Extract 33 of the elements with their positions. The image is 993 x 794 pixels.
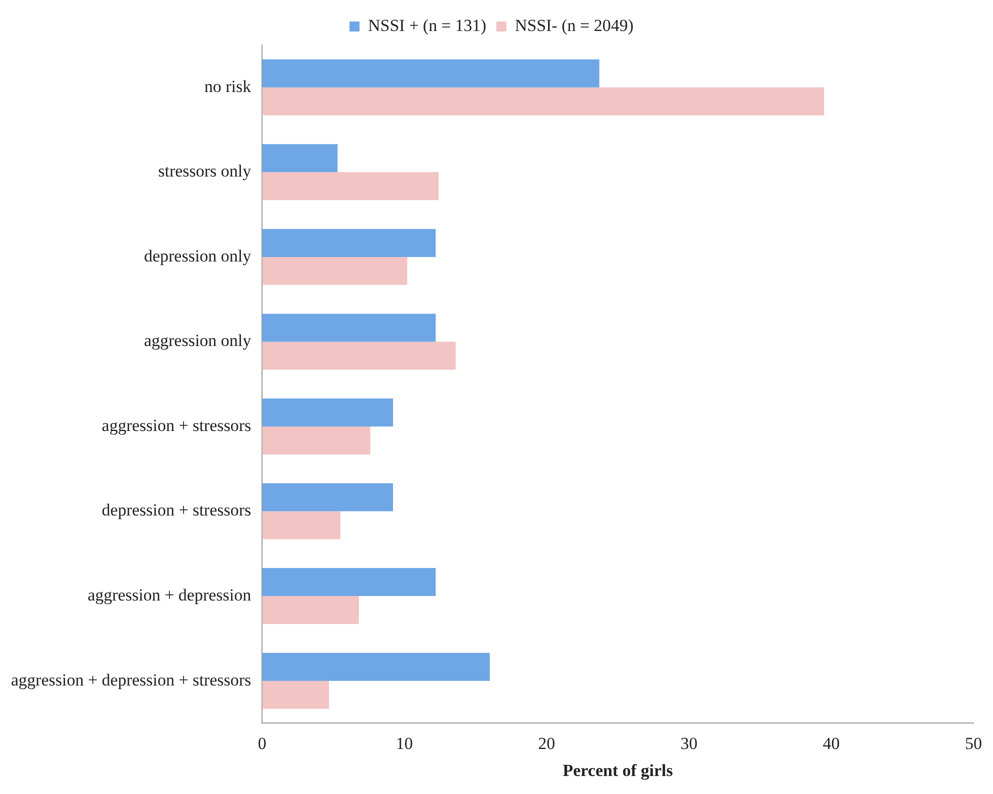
bar: [262, 596, 359, 624]
bar: [262, 87, 824, 116]
x-tick-label: 40: [822, 734, 840, 753]
y-tick-label: stressors only: [158, 162, 252, 181]
legend-label: NSSI- (n = 2049): [514, 16, 634, 35]
bar: [262, 256, 408, 285]
bar: [262, 426, 370, 454]
bar: [262, 172, 439, 200]
x-tick-label: 30: [680, 734, 698, 753]
y-tick-label: depression only: [144, 246, 252, 266]
x-tick-label: 50: [965, 734, 982, 753]
x-tick-label: 20: [538, 734, 556, 753]
bar: [262, 144, 338, 172]
bar: [262, 483, 394, 512]
legend-label: NSSI + (n = 131): [368, 16, 486, 35]
x-axis-title: Percent of girls: [562, 761, 674, 780]
bar: [262, 511, 340, 540]
bar: [262, 314, 436, 342]
y-tick-label: depression + stressors: [102, 500, 252, 520]
y-tick-label: aggression + depression + stressors: [10, 670, 252, 690]
x-tick-label: 0: [258, 734, 266, 753]
x-tick-label: 10: [396, 734, 413, 753]
bar: [262, 342, 456, 370]
y-tick-label: aggression + stressors: [102, 416, 252, 435]
bar: [262, 568, 436, 596]
bar: [262, 59, 600, 88]
y-tick-label: aggression + depression: [88, 586, 252, 605]
bar: [262, 680, 330, 709]
y-tick-label: no risk: [204, 76, 252, 96]
bar: [262, 228, 436, 257]
y-tick-label: aggression only: [144, 331, 252, 350]
bar: [262, 398, 394, 426]
bar: [262, 652, 490, 681]
